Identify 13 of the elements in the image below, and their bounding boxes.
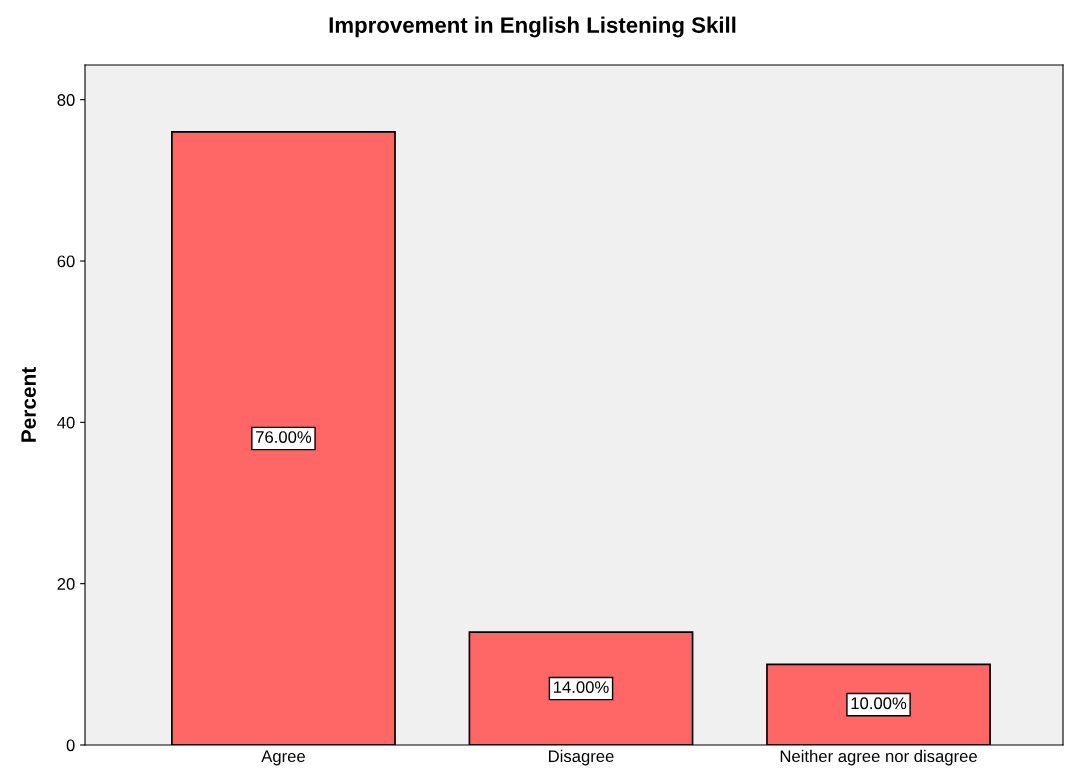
x-tick-label: Neither agree nor disagree	[780, 749, 977, 766]
data-label: 76.00%	[256, 431, 312, 443]
data-label: 10.00%	[851, 697, 907, 710]
y-tick-label: 80	[57, 94, 75, 106]
x-tick-label: Disagree	[549, 749, 614, 766]
chart-title: Improvement in English Listening Skill	[329, 16, 736, 38]
y-tick-label: 40	[57, 416, 75, 429]
y-tick-label: 20	[57, 578, 75, 590]
y-tick-label: 60	[57, 255, 75, 268]
data-label: 14.00%	[554, 681, 609, 694]
y-axis-title: Percent	[21, 367, 36, 442]
x-tick-label: Agree	[261, 750, 305, 766]
y-tick-label: 0	[66, 739, 75, 752]
